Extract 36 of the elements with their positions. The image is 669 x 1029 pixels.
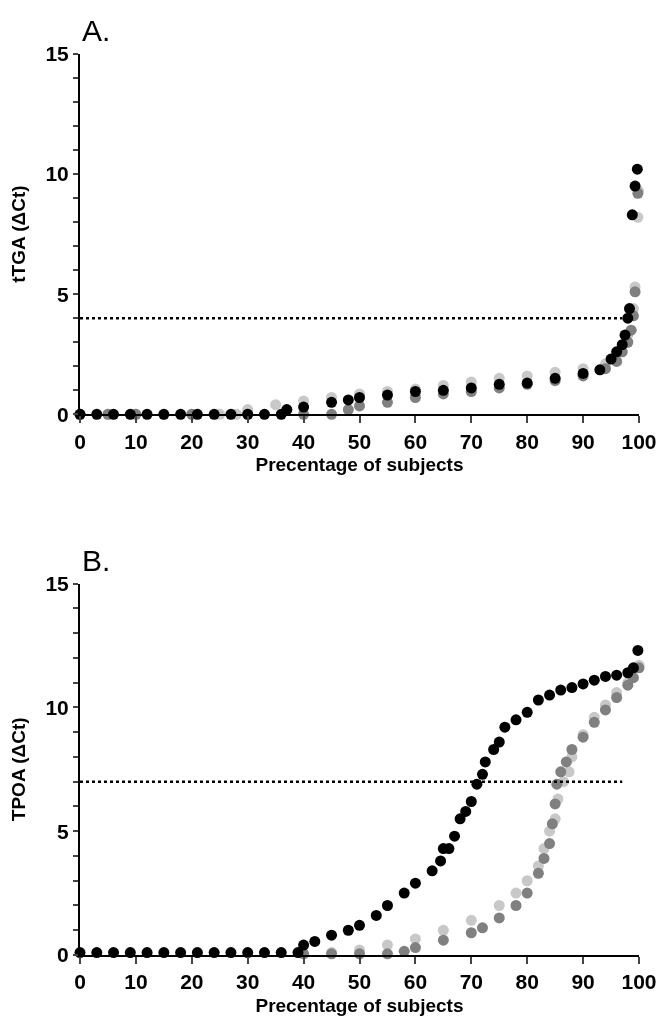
x-tick-label: 0	[74, 429, 86, 453]
x-tick-label: 20	[180, 970, 204, 994]
y-tick-label: 5	[57, 282, 70, 306]
x-tick-label: 10	[124, 429, 148, 453]
x-tick-label: 70	[459, 429, 483, 453]
x-tick-label: 100	[621, 429, 657, 453]
x-tick-label: 40	[291, 970, 316, 994]
x-tick-label: 90	[571, 429, 595, 453]
x-tick-label: 40	[291, 429, 316, 453]
chart-title: A.	[82, 14, 111, 47]
x-tick-label: 10	[124, 970, 148, 994]
x-tick-label: 20	[180, 429, 204, 453]
y-tick-label: 10	[45, 695, 69, 719]
y-tick-label: 15	[45, 571, 70, 595]
chart-title: B.	[82, 544, 111, 577]
x-tick-label: 60	[403, 429, 428, 453]
y-tick-label: 15	[45, 42, 70, 66]
x-tick-label: 30	[236, 429, 260, 453]
x-tick-label: 80	[515, 970, 539, 994]
x-tick-label: 50	[347, 429, 372, 453]
x-tick-label: 80	[515, 429, 539, 453]
x-tick-label: 0	[74, 970, 86, 994]
x-tick-label: 30	[236, 970, 260, 994]
y-tick-label: 5	[57, 819, 70, 843]
y-axis-title: tTGA (ΔCt)	[7, 185, 29, 283]
y-tick-label: 0	[57, 402, 69, 426]
x-tick-label: 50	[347, 970, 372, 994]
x-tick-label: 100	[621, 970, 657, 994]
y-axis-title: TPOA (ΔCt)	[7, 717, 29, 822]
y-tick-label: 10	[45, 162, 69, 186]
x-axis-title: Precentage of subjects	[255, 994, 464, 1016]
x-tick-label: 90	[571, 970, 595, 994]
y-tick-label: 0	[57, 943, 69, 967]
x-tick-label: 70	[459, 970, 483, 994]
x-axis-title: Precentage of subjects	[255, 453, 464, 475]
x-tick-label: 60	[403, 970, 428, 994]
